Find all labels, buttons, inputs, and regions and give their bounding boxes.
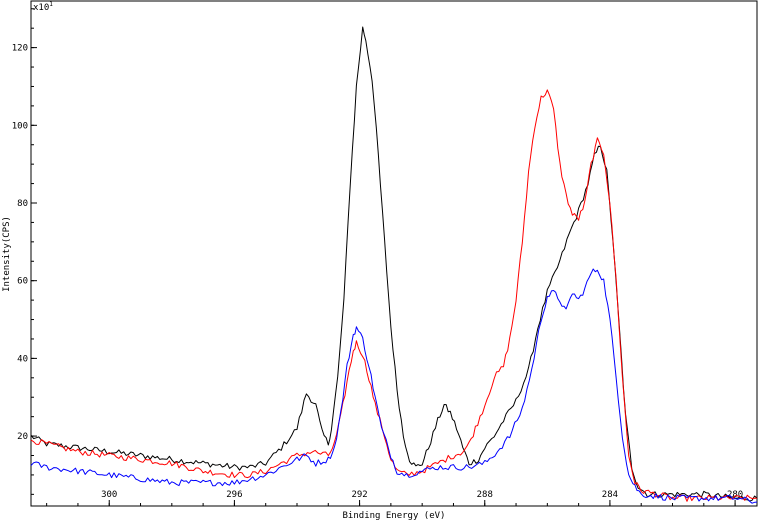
x-tick-label: 300 (101, 490, 117, 500)
x-tick-label: 284 (602, 490, 618, 500)
y-tick-label: 60 (17, 277, 28, 287)
y-tick-label: 80 (17, 199, 28, 209)
x-axis-ticks: 300 296 292 288 284 280 (101, 490, 743, 506)
y-tick-label: 20 (17, 432, 28, 442)
x-tick-label: 292 (351, 490, 367, 500)
y-axis-title: Intensity(CPS) (2, 216, 12, 292)
series-line-2 (30, 89, 758, 502)
y-multiplier-label: x101 (33, 1, 53, 13)
y-tick-label: 100 (12, 121, 28, 131)
x-tick-label: 288 (477, 490, 493, 500)
x-tick-label: 296 (226, 490, 242, 500)
y-tick-label: 40 (17, 354, 28, 364)
y-axis-ticks: 20 40 60 80 100 120 (12, 44, 37, 442)
series-line-3 (30, 268, 758, 504)
plot-frame (30, 0, 758, 507)
x-tick-label: 280 (727, 490, 743, 500)
series-group (30, 26, 758, 504)
y-tick-label: 120 (12, 44, 28, 54)
x-axis-title: Binding Energy (eV) (343, 511, 446, 521)
series-line-1 (30, 26, 758, 502)
